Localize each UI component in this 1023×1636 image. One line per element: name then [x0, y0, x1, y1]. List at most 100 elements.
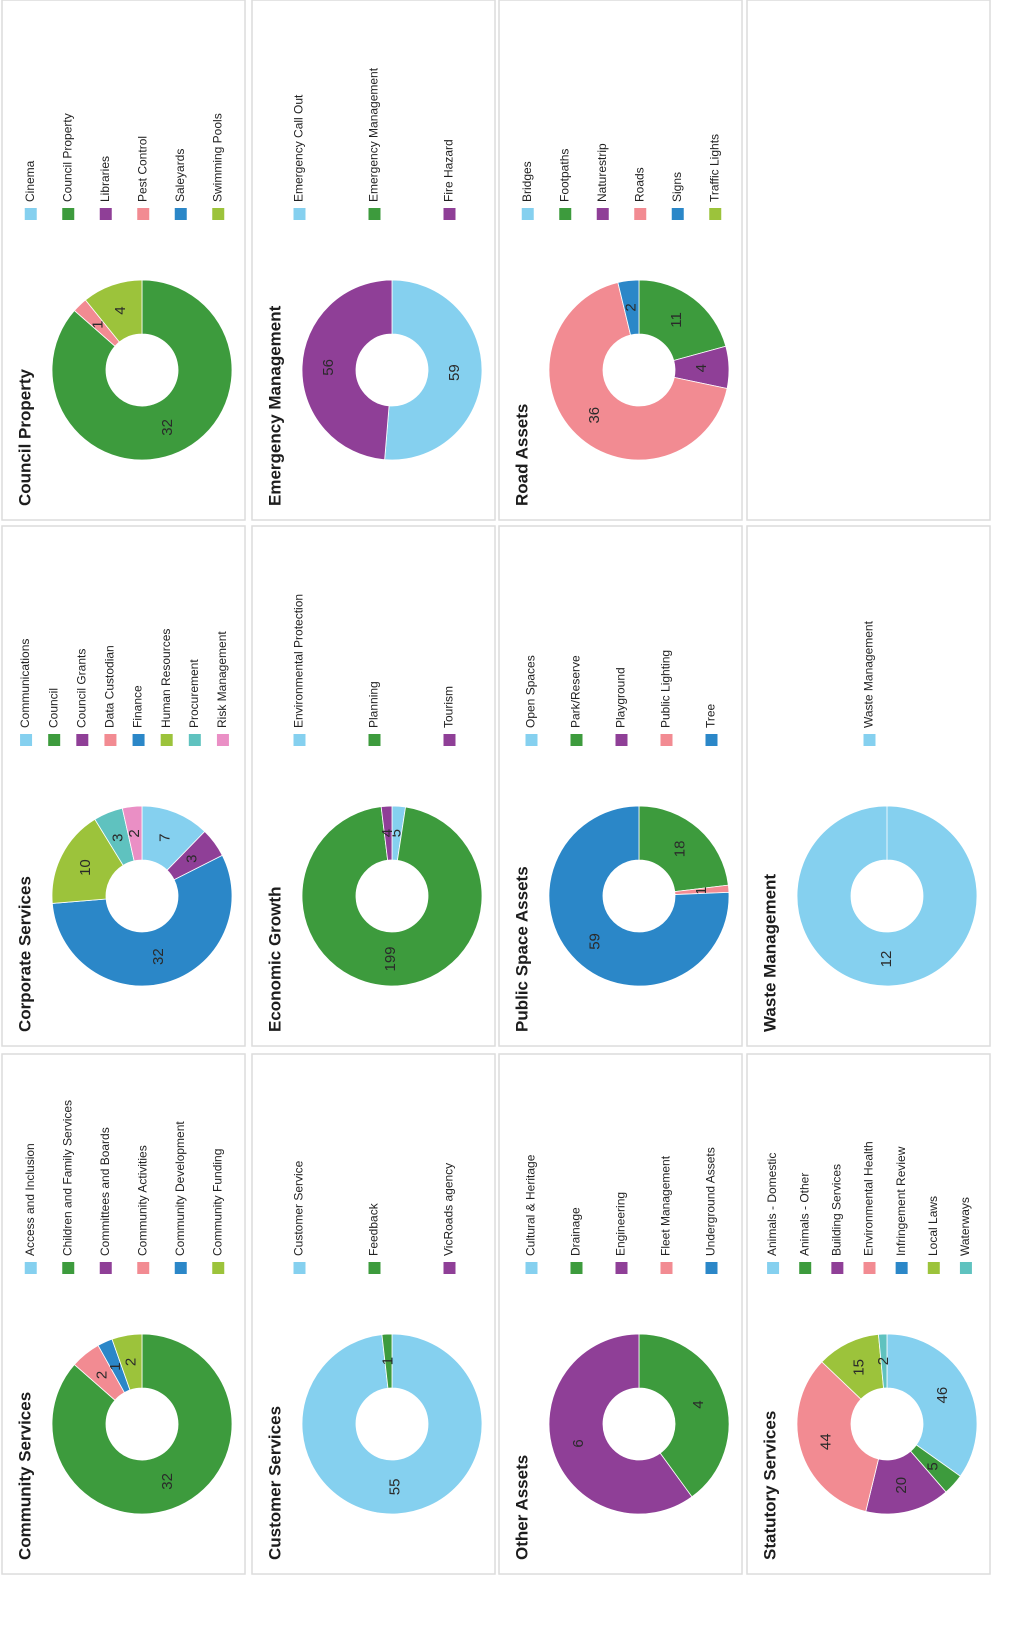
- legend-label: Committees and Boards: [98, 1127, 112, 1256]
- legend-label: Open Spaces: [524, 655, 538, 728]
- data-label: 1: [379, 1357, 396, 1365]
- legend-swatch: [831, 1262, 844, 1274]
- legend-swatch: [368, 208, 381, 220]
- chart-title: Community Services: [15, 1392, 34, 1560]
- legend-swatch: [895, 1262, 908, 1274]
- data-label: 59: [446, 364, 463, 381]
- legend-label: Access and Inclusion: [23, 1143, 37, 1256]
- legend-swatch: [76, 734, 89, 746]
- legend-label: Communications: [18, 639, 32, 728]
- legend-swatch: [24, 1262, 37, 1274]
- legend-label: Bridges: [520, 161, 534, 202]
- legend-swatch: [443, 1262, 456, 1274]
- legend-label: Infringement Review: [894, 1146, 908, 1256]
- legend-label: Cultural & Heritage: [524, 1154, 538, 1256]
- legend-swatch: [615, 1262, 628, 1274]
- legend-swatch: [20, 734, 33, 746]
- data-label: 44: [818, 1433, 835, 1450]
- legend-label: Environmental Protection: [292, 594, 306, 728]
- legend-label: Environmental Health: [862, 1141, 876, 1256]
- legend-label: Council: [46, 688, 60, 728]
- legend-label: Park/Reserve: [569, 655, 583, 728]
- legend-swatch: [615, 734, 628, 746]
- legend-label: Council Property: [60, 113, 74, 202]
- data-label: 10: [77, 859, 94, 876]
- legend-swatch: [863, 734, 876, 746]
- legend-label: Fleet Management: [659, 1155, 673, 1256]
- donut-slice: [51, 818, 124, 904]
- legend-swatch: [570, 1262, 583, 1274]
- donut-slice: [301, 279, 393, 461]
- panel: [746, 0, 991, 521]
- legend-swatch: [293, 208, 306, 220]
- donut-slice: [301, 1333, 483, 1515]
- legend-label: Signs: [670, 172, 684, 202]
- data-label: 59: [586, 933, 603, 950]
- donut-slice: [886, 1333, 978, 1477]
- chart-title: Economic Growth: [265, 887, 284, 1032]
- legend-swatch: [62, 208, 75, 220]
- legend-swatch: [521, 208, 534, 220]
- data-label: 4: [112, 306, 129, 314]
- legend-label: Customer Service: [292, 1160, 306, 1256]
- legend-swatch: [559, 208, 572, 220]
- legend-label: Drainage: [569, 1207, 583, 1256]
- data-label: 18: [672, 841, 689, 858]
- legend-label: Underground Assets: [704, 1147, 718, 1256]
- data-label: 32: [159, 419, 176, 436]
- legend-label: Traffic Lights: [707, 134, 721, 202]
- legend-swatch: [671, 208, 684, 220]
- legend-label: Data Custodian: [103, 645, 117, 728]
- legend-swatch: [525, 1262, 538, 1274]
- donut-slice: [51, 279, 233, 461]
- legend-label: Procurement: [187, 659, 201, 728]
- legend-swatch: [24, 208, 37, 220]
- data-label: 55: [387, 1479, 404, 1496]
- data-label: 2: [93, 1371, 110, 1379]
- legend-label: Emergency Management: [367, 67, 381, 202]
- data-label: 5: [388, 829, 405, 837]
- chart-title: Statutory Services: [760, 1411, 779, 1560]
- donut-slice: [796, 805, 978, 987]
- legend-swatch: [660, 1262, 673, 1274]
- legend-label: Engineering: [614, 1192, 628, 1256]
- data-label: 5: [925, 1462, 942, 1470]
- legend-swatch: [62, 1262, 75, 1274]
- legend-swatch: [596, 208, 609, 220]
- donut-slice: [548, 282, 728, 461]
- legend-swatch: [99, 208, 112, 220]
- legend-label: Footpaths: [557, 149, 571, 202]
- legend-swatch: [705, 734, 718, 746]
- chart-title: Road Assets: [512, 404, 531, 506]
- legend-swatch: [99, 1262, 112, 1274]
- legend-swatch: [660, 734, 673, 746]
- legend-label: Community Activities: [135, 1145, 149, 1256]
- legend-swatch: [959, 1262, 972, 1274]
- legend-swatch: [212, 208, 225, 220]
- legend-label: Waste Management: [862, 620, 876, 728]
- legend-swatch: [799, 1262, 812, 1274]
- data-label: 2: [122, 1358, 139, 1366]
- data-label: 4: [379, 829, 396, 837]
- legend-swatch: [212, 1262, 225, 1274]
- data-label: 32: [150, 948, 167, 965]
- legend-swatch: [634, 208, 647, 220]
- legend-label: Fire Hazard: [442, 139, 456, 202]
- data-label: 46: [934, 1387, 951, 1404]
- legend-label: Human Resources: [159, 629, 173, 728]
- data-label: 4: [690, 1400, 707, 1408]
- legend-label: Finance: [131, 685, 145, 728]
- legend-label: Feedback: [367, 1202, 381, 1256]
- donut-slice: [796, 1361, 879, 1512]
- data-label: 4: [693, 364, 710, 372]
- donut-slice: [121, 805, 143, 862]
- legend-swatch: [104, 734, 117, 746]
- legend-swatch: [443, 734, 456, 746]
- data-label: 11: [668, 312, 685, 328]
- data-label: 199: [382, 946, 399, 971]
- donut-slice: [617, 279, 640, 336]
- donut-slice: [111, 1333, 143, 1391]
- legend-swatch: [293, 1262, 306, 1274]
- legend-swatch: [174, 208, 187, 220]
